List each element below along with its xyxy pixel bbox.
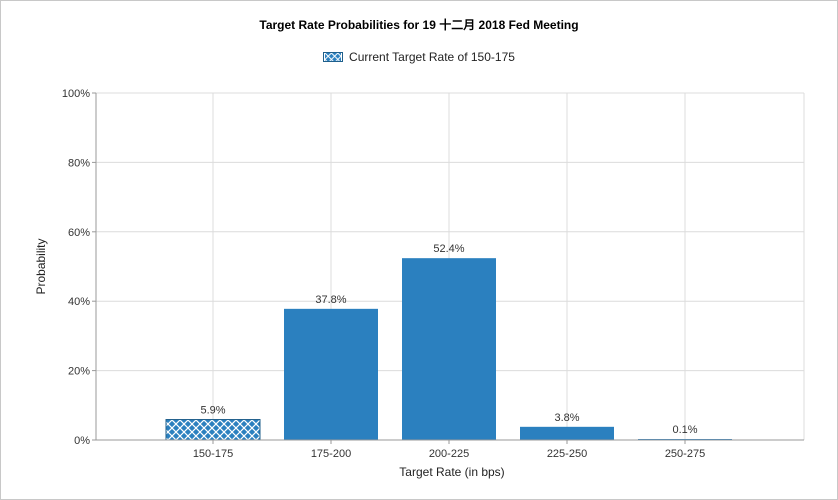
bar-value-label: 37.8% [315, 294, 346, 306]
x-tick-label: 250-275 [665, 448, 705, 460]
bar [284, 308, 378, 440]
bar [402, 258, 496, 440]
bar-value-label: 5.9% [200, 405, 225, 417]
x-tick-label: 175-200 [311, 448, 351, 460]
x-tick-label: 225-250 [547, 448, 587, 460]
x-tick-label: 200-225 [429, 448, 469, 460]
y-tick-label: 60% [68, 227, 90, 239]
x-axis-title: Target Rate (in bps) [399, 465, 504, 479]
chart-legend: Current Target Rate of 150-175 [0, 50, 838, 64]
bar-value-label: 3.8% [554, 412, 579, 424]
axis-layer: 0% 20% 40% 60% 80% 100% 150-175 175-200 200-225 2… [62, 88, 804, 460]
x-tick-label: 150-175 [193, 448, 233, 460]
bar [165, 419, 261, 441]
bar-value-label: 0.1% [672, 424, 697, 436]
bar-layer: 5.9% 37.8% 52.4% 3.8% 0.1% [165, 243, 732, 441]
bar [520, 426, 614, 440]
bar-value-label: 52.4% [433, 243, 464, 255]
y-tick-label: 20% [68, 366, 90, 378]
legend-label: Current Target Rate of 150-175 [349, 50, 515, 64]
legend-swatch [323, 52, 344, 62]
y-tick-label: 40% [68, 296, 90, 308]
chart-title: Target Rate Probabilities for 19 十二月 201… [259, 18, 579, 32]
y-axis-title: Probability [34, 238, 48, 294]
y-tick-label: 0% [74, 435, 90, 447]
y-tick-label: 100% [62, 88, 90, 100]
y-tick-label: 80% [68, 157, 90, 169]
